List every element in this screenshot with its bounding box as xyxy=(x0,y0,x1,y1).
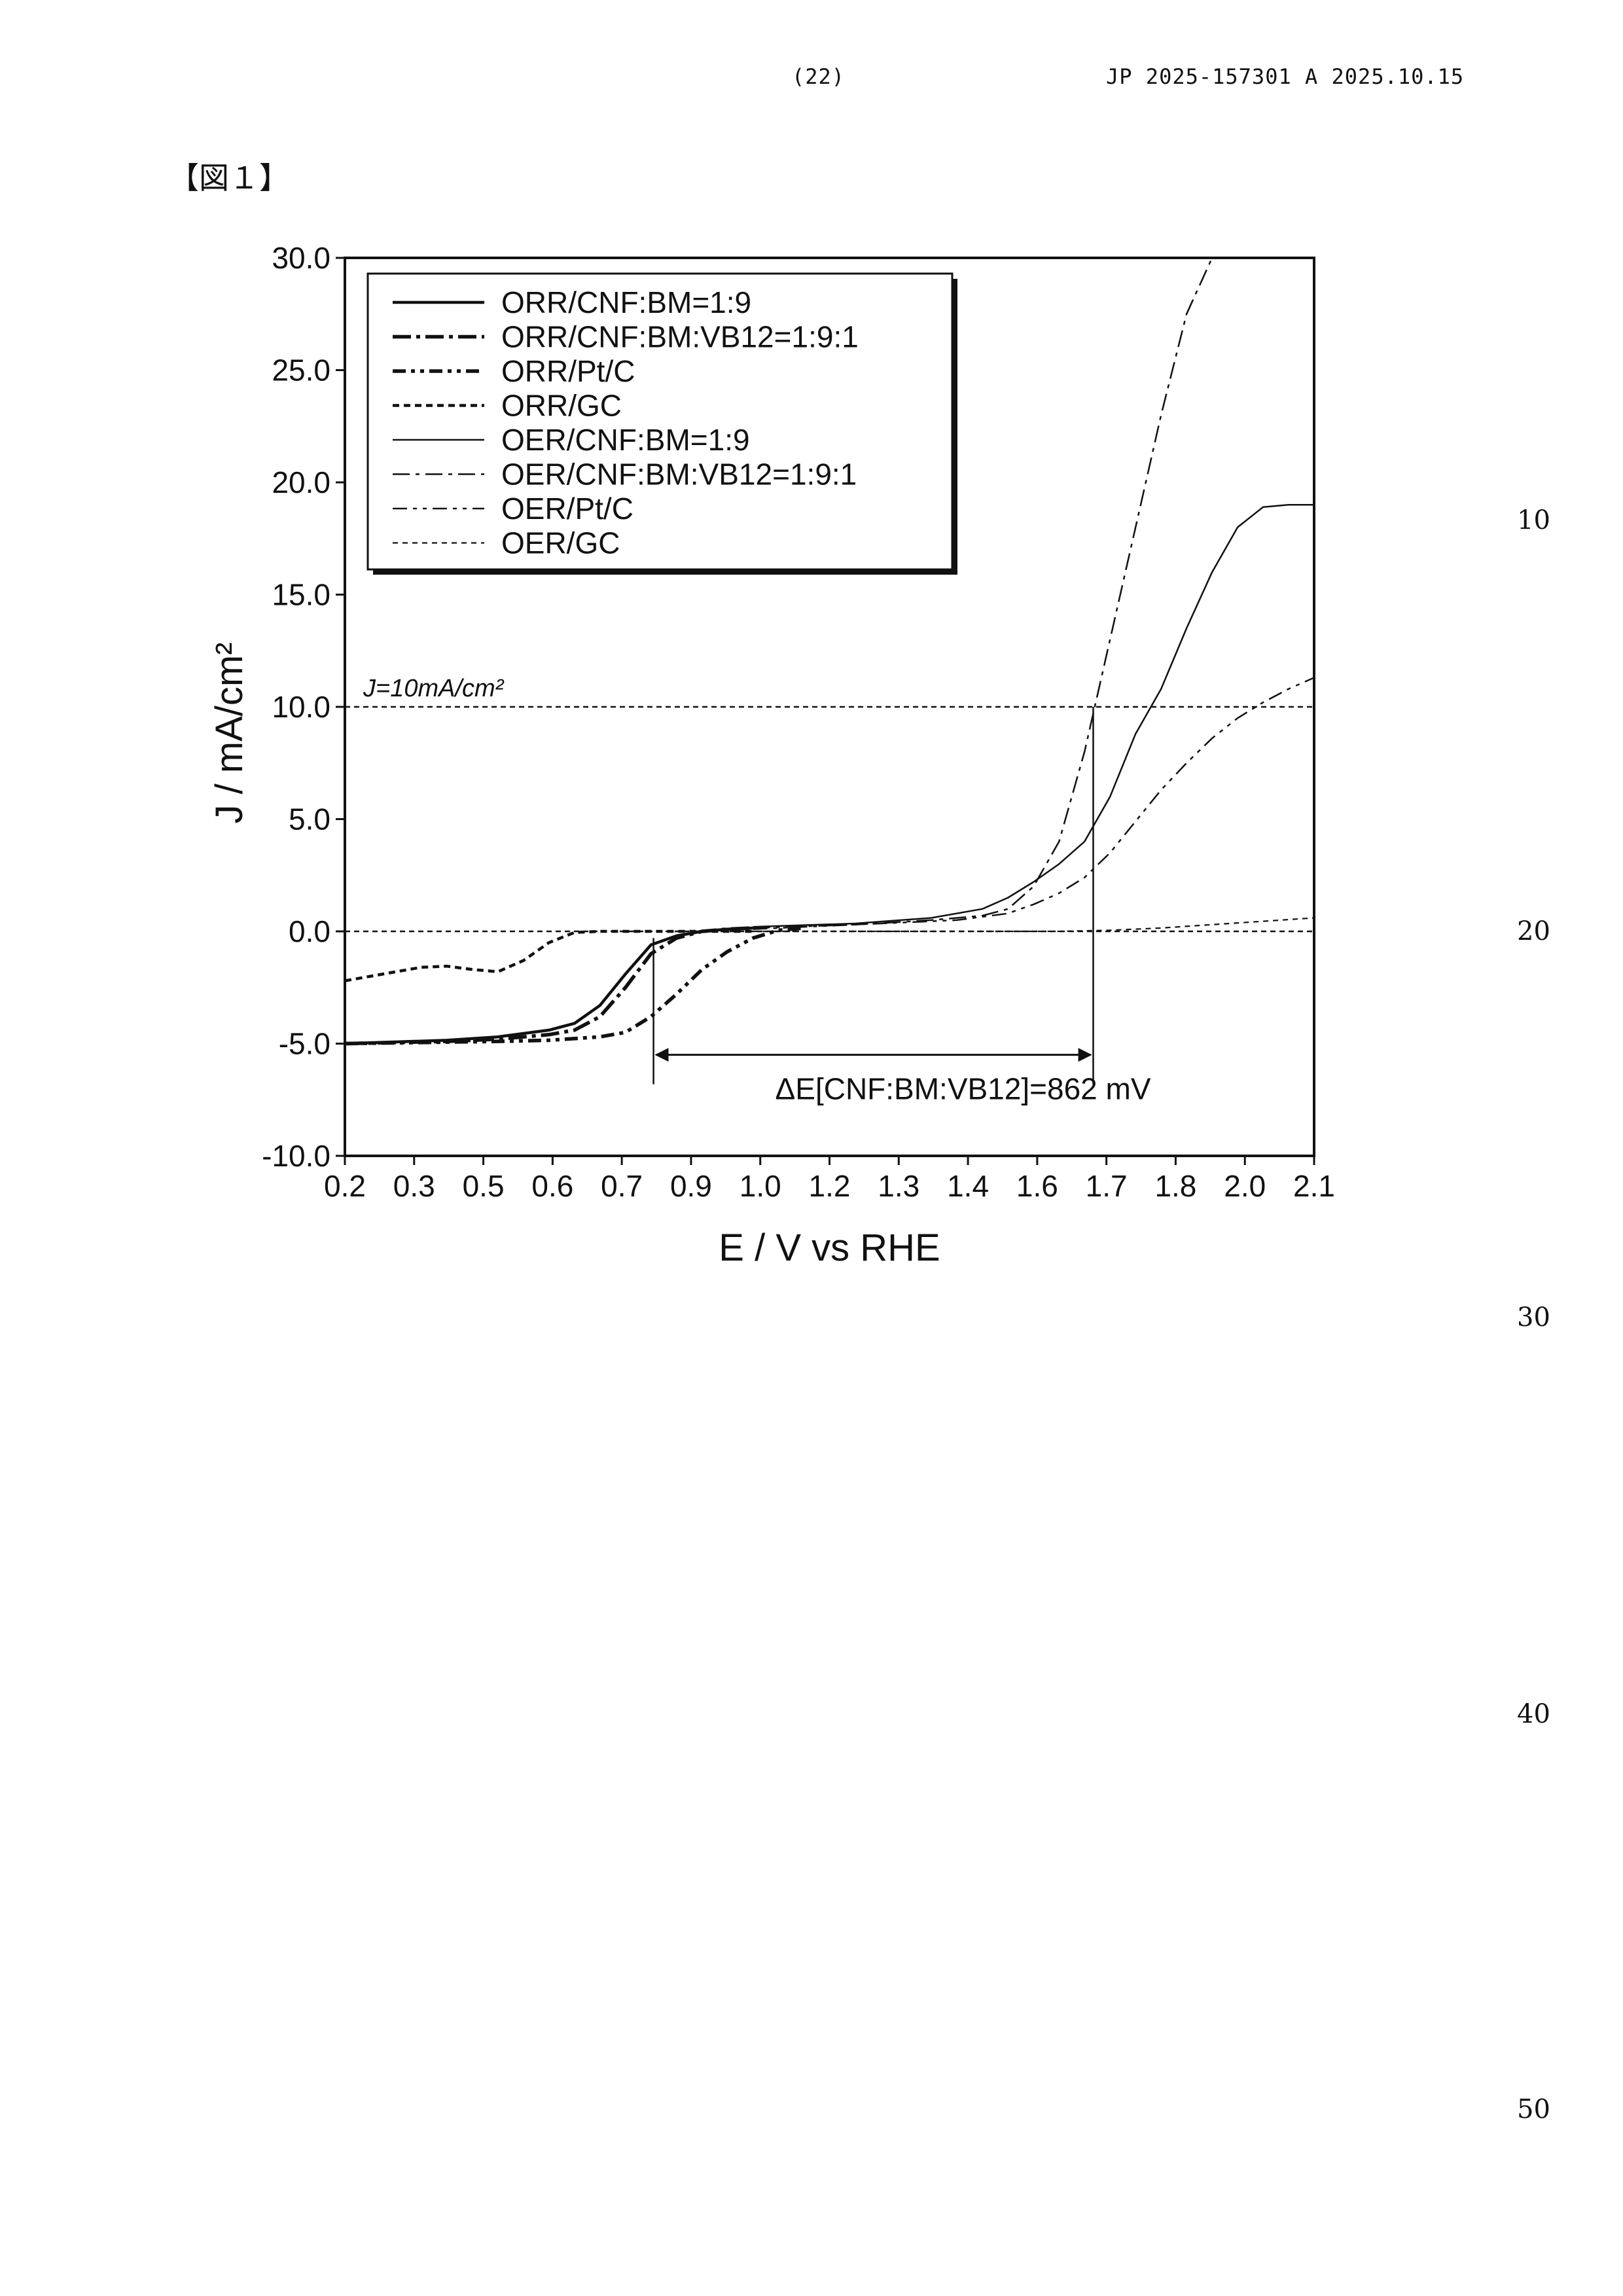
y-tick-label: 5.0 xyxy=(289,802,330,836)
x-tick-label: 0.7 xyxy=(601,1169,643,1203)
line-number-20: 20 xyxy=(1517,916,1550,946)
y-tick-label: 15.0 xyxy=(272,578,330,612)
legend: ORR/CNF:BM=1:9ORR/CNF:BM:VB12=1:9:1ORR/P… xyxy=(366,272,957,575)
x-tick-label: 1.0 xyxy=(740,1169,781,1203)
y-tick-label: 30.0 xyxy=(272,241,330,275)
y-tick-label: 25.0 xyxy=(272,353,330,387)
legend-label-4: ORR/GC xyxy=(501,389,622,423)
x-tick-label: 0.5 xyxy=(463,1169,505,1203)
series-line-1 xyxy=(345,926,753,1045)
y-tick-label: -10.0 xyxy=(262,1139,330,1173)
x-tick-label: 1.7 xyxy=(1086,1169,1128,1203)
legend-label-5: OER/CNF:BM=1:9 xyxy=(501,423,750,457)
series-line-3 xyxy=(345,926,804,1046)
x-tick-label: 1.2 xyxy=(809,1169,851,1203)
series-line-4 xyxy=(345,929,753,982)
x-tick-label: 1.3 xyxy=(878,1169,919,1203)
series-layer xyxy=(345,258,1314,1046)
series-line-8 xyxy=(753,917,1314,933)
chart: J=10mA/cm² ΔE[CNF:BM:VB12]=862 mV 30.0 25.… xyxy=(208,241,1335,1269)
axes-layer: 30.0 25.0 20.0 15.0 10.0 5.0 0.0 -5.0 -10.00.2 0.… xyxy=(208,241,1335,1269)
x-tick-label: 1.8 xyxy=(1154,1169,1196,1203)
x-tick-label: 0.6 xyxy=(531,1169,573,1203)
legend-label-3: ORR/Pt/C xyxy=(501,354,635,388)
line-number-50: 50 xyxy=(1517,2094,1550,2125)
legend-box xyxy=(366,272,954,571)
x-tick-label: 1.4 xyxy=(947,1169,989,1203)
legend-label-6: OER/CNF:BM:VB12=1:9:1 xyxy=(501,457,857,492)
series-group xyxy=(345,258,1314,1046)
legend-label-8: OER/GC xyxy=(501,526,620,560)
line-number-10: 10 xyxy=(1517,505,1550,535)
y-tick-label: -5.0 xyxy=(279,1027,330,1061)
x-axis-title: E / V vs RHE xyxy=(719,1227,940,1269)
legend-label-2: ORR/CNF:BM:VB12=1:9:1 xyxy=(501,320,859,354)
publication-number: JP 2025-157301 A 2025.10.15 xyxy=(1106,64,1465,89)
y-tick-label: 0.0 xyxy=(289,914,330,948)
line-number-30: 30 xyxy=(1517,1302,1550,1333)
legend-label-1: ORR/CNF:BM=1:9 xyxy=(501,285,751,319)
y-tick-label: 10.0 xyxy=(272,690,330,724)
page-number: (22) xyxy=(792,64,846,89)
annotation-layer: J=10mA/cm² ΔE[CNF:BM:VB12]=862 mV xyxy=(345,675,1314,1106)
series-line-2 xyxy=(345,926,753,1046)
x-tick-label: 2.0 xyxy=(1224,1169,1266,1203)
x-tick-label: 0.9 xyxy=(670,1169,712,1203)
x-tick-label: 2.1 xyxy=(1293,1169,1335,1203)
x-tick-label: 1.6 xyxy=(1016,1169,1058,1203)
legend-label-7: OER/Pt/C xyxy=(501,492,633,526)
y-tick-label: 20.0 xyxy=(272,465,330,499)
delta-e-label: ΔE[CNF:BM:VB12]=862 mV xyxy=(776,1072,1151,1106)
reference-line-label: J=10mA/cm² xyxy=(363,675,505,702)
series-line-7 xyxy=(753,677,1314,930)
x-tick-label: 0.2 xyxy=(324,1169,366,1203)
x-tick-label: 0.3 xyxy=(393,1169,435,1203)
line-number-40: 40 xyxy=(1517,1699,1550,1729)
series-line-5 xyxy=(753,504,1314,928)
y-axis-title: J / mA/cm² xyxy=(208,642,251,823)
series-line-6 xyxy=(753,258,1213,929)
figure-label: 【図１】 xyxy=(169,160,289,196)
